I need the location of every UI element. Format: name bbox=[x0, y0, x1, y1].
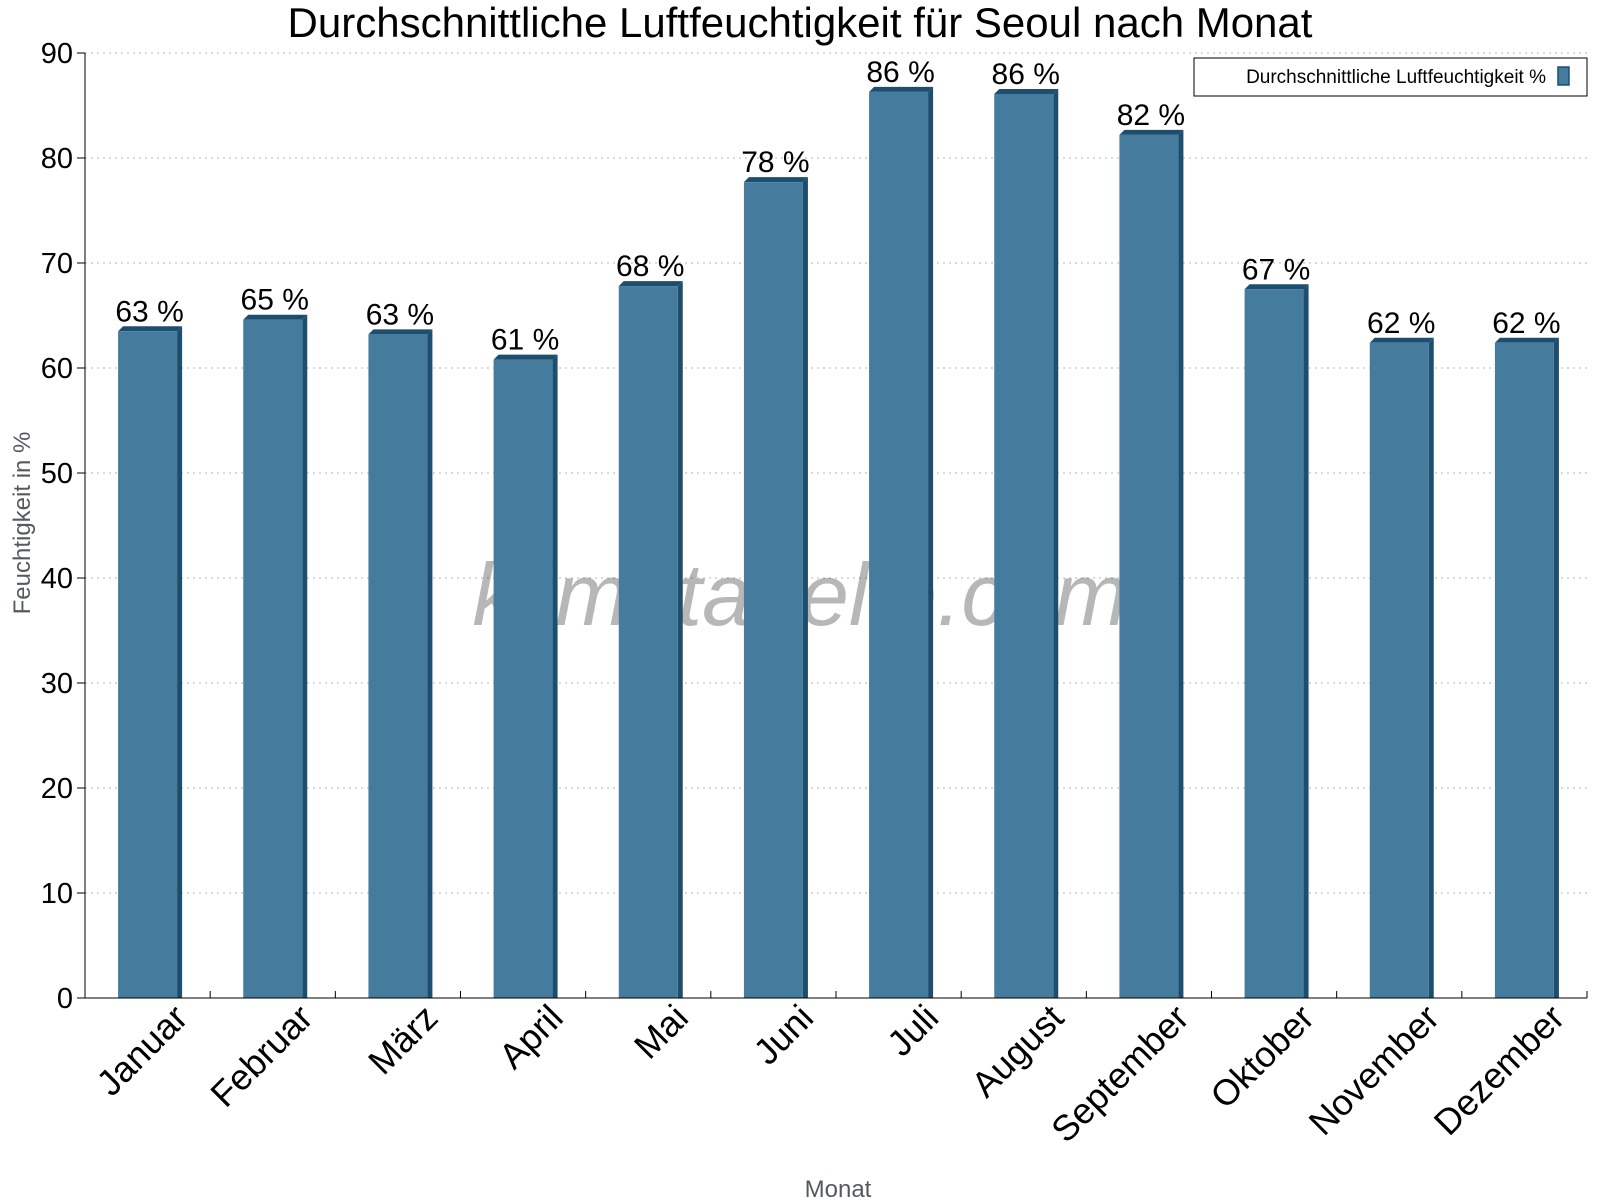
bar-value-label: 86 % bbox=[866, 56, 934, 89]
bar bbox=[1119, 134, 1179, 998]
chart-title: Durchschnittliche Luftfeuchtigkeit für S… bbox=[288, 0, 1313, 46]
bar bbox=[1369, 342, 1429, 998]
y-tick-labels: 0 10 20 30 40 50 60 70 80 90 bbox=[41, 38, 73, 1015]
x-tick-labels: Januar Februar März April Mai Juni Juli AugustS… bbox=[88, 997, 1572, 1151]
bar-top bbox=[1494, 337, 1559, 343]
bar-group: 62 % bbox=[1367, 307, 1435, 998]
bar-group: 63 % bbox=[115, 295, 184, 998]
bar bbox=[493, 359, 553, 999]
bar-value-label: 63 % bbox=[115, 295, 183, 328]
bar-side bbox=[552, 354, 558, 999]
bar-top bbox=[1369, 337, 1434, 343]
x-tick-label: September bbox=[1043, 997, 1197, 1151]
bar bbox=[1494, 342, 1554, 998]
bar-value-label: 68 % bbox=[616, 250, 684, 283]
y-tick-label: 50 bbox=[41, 458, 73, 490]
bar-top bbox=[118, 326, 183, 332]
y-tick-label: 0 bbox=[57, 983, 73, 1015]
bar-side bbox=[1178, 129, 1184, 998]
bar-value-label: 86 % bbox=[992, 58, 1060, 91]
bar-side bbox=[1553, 337, 1559, 998]
bar-group: 68 % bbox=[616, 250, 684, 999]
x-tick-label: Dezember bbox=[1426, 997, 1572, 1143]
y-tick-label: 30 bbox=[41, 668, 73, 700]
x-tick-label: Mai bbox=[626, 997, 696, 1067]
bar-group: 86 % bbox=[866, 56, 935, 999]
x-tick-label: Januar bbox=[88, 997, 195, 1104]
x-axis-label: Monat bbox=[805, 1176, 872, 1200]
y-tick-label: 40 bbox=[41, 563, 73, 595]
bar-group: 65 % bbox=[241, 284, 309, 998]
bar-group: 63 % bbox=[366, 298, 434, 998]
bar-side bbox=[177, 326, 183, 998]
bar-side bbox=[1303, 284, 1309, 998]
bar-side bbox=[802, 177, 808, 998]
bar-top bbox=[869, 86, 934, 92]
bar-value-label: 65 % bbox=[241, 284, 309, 317]
y-axis-label: Feuchtigkeit in % bbox=[9, 432, 36, 615]
y-tick-label: 60 bbox=[41, 353, 73, 385]
bar-top bbox=[994, 88, 1059, 94]
bar-value-label: 63 % bbox=[366, 298, 434, 331]
bar bbox=[1244, 289, 1304, 998]
bar bbox=[118, 331, 178, 998]
bar bbox=[368, 334, 428, 998]
bar-top bbox=[1119, 129, 1184, 135]
y-tick-label: 70 bbox=[41, 248, 73, 280]
bar bbox=[618, 286, 678, 999]
y-tick-label: 20 bbox=[41, 773, 73, 805]
bar-group: 62 % bbox=[1492, 307, 1561, 998]
grid-lines bbox=[85, 52, 1587, 894]
legend-box bbox=[1193, 57, 1588, 97]
y-tick-label: 10 bbox=[41, 878, 73, 910]
bar bbox=[869, 91, 929, 999]
bar-side bbox=[427, 329, 433, 998]
bar-value-label: 62 % bbox=[1367, 307, 1435, 340]
bar-side bbox=[1053, 88, 1059, 998]
bar bbox=[743, 182, 803, 998]
x-tick-label: Oktober bbox=[1202, 997, 1322, 1117]
x-tick-label: November bbox=[1300, 997, 1446, 1143]
bar bbox=[243, 319, 303, 998]
legend: Durchschnittliche Luftfeuchtigkeit % bbox=[1193, 57, 1588, 97]
bar-group: 61 % bbox=[491, 324, 559, 999]
bar-top bbox=[1244, 284, 1309, 290]
bar-top bbox=[493, 354, 558, 360]
bar-side bbox=[302, 314, 308, 998]
x-tick-label: Juli bbox=[879, 997, 946, 1064]
legend-swatch bbox=[1557, 66, 1570, 86]
bar-top bbox=[743, 177, 808, 183]
bar-series: 63 % 65 % 63 % 61 % 68 % 78 % 86 % 86 % 82 % 67 %… bbox=[115, 56, 1561, 999]
bar-top bbox=[618, 281, 683, 287]
bar-value-label: 61 % bbox=[491, 324, 559, 357]
bar-side bbox=[677, 281, 683, 999]
y-tick-label: 90 bbox=[41, 38, 73, 70]
x-tick-label: April bbox=[491, 997, 571, 1077]
bar-side bbox=[1428, 337, 1434, 998]
bar-group: 86 % bbox=[992, 58, 1060, 998]
bar-value-label: 67 % bbox=[1242, 253, 1310, 286]
bar-group: 78 % bbox=[741, 146, 810, 998]
bar-value-label: 78 % bbox=[741, 146, 809, 179]
bar-value-label: 62 % bbox=[1492, 307, 1560, 340]
x-tick-label: Juni bbox=[745, 997, 821, 1073]
x-tick-label: August bbox=[963, 997, 1071, 1105]
bar-value-label: 82 % bbox=[1117, 99, 1185, 132]
bar-top bbox=[368, 329, 433, 335]
bar-group: 67 % bbox=[1242, 253, 1310, 998]
x-tick-label: Februar bbox=[202, 997, 320, 1115]
axes bbox=[77, 52, 1588, 999]
legend-label: Durchschnittliche Luftfeuchtigkeit % bbox=[1246, 67, 1546, 88]
y-tick-label: 80 bbox=[41, 143, 73, 175]
bar-side bbox=[928, 86, 934, 999]
bar bbox=[994, 93, 1054, 998]
x-tick-label: März bbox=[360, 997, 446, 1083]
bar-top bbox=[243, 314, 308, 320]
bar-group: 82 % bbox=[1117, 99, 1185, 998]
